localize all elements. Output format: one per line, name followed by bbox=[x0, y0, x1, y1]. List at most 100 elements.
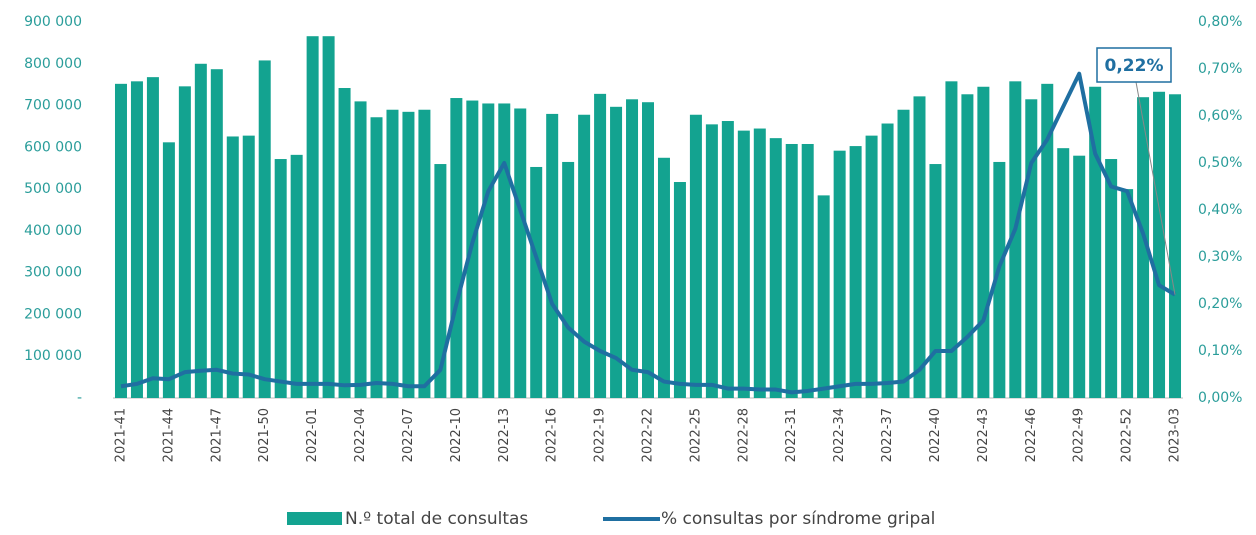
bar bbox=[977, 86, 990, 398]
x-tick-label: 2021-44 bbox=[161, 408, 176, 462]
bar bbox=[530, 166, 543, 398]
legend-swatch bbox=[287, 512, 342, 525]
x-tick-label: 2021-41 bbox=[113, 408, 128, 462]
bar bbox=[769, 138, 782, 399]
bar bbox=[210, 69, 223, 398]
bar bbox=[929, 164, 942, 398]
legend-label: % consultas por síndrome gripal bbox=[661, 509, 935, 529]
y-tick-label: 400 000 bbox=[24, 223, 82, 239]
bar bbox=[482, 103, 495, 398]
bar bbox=[274, 159, 287, 398]
y2-tick-label: 0,60% bbox=[1198, 108, 1242, 124]
bar bbox=[1025, 99, 1038, 399]
y2-tick-label: 0,40% bbox=[1198, 202, 1242, 218]
x-tick-label: 2022-28 bbox=[736, 408, 751, 462]
bar bbox=[961, 94, 974, 398]
bar bbox=[1105, 159, 1118, 398]
bar bbox=[130, 81, 143, 398]
x-tick-label: 2023-03 bbox=[1168, 408, 1183, 462]
bar bbox=[562, 161, 575, 398]
bar bbox=[801, 143, 814, 398]
y2-tick-label: 0,00% bbox=[1198, 390, 1242, 406]
bar bbox=[817, 195, 830, 398]
bar bbox=[833, 150, 846, 398]
y-tick-label: 100 000 bbox=[24, 348, 82, 364]
bar bbox=[338, 88, 351, 399]
bar bbox=[290, 154, 303, 398]
x-tick-label: 2022-10 bbox=[449, 408, 464, 462]
bar bbox=[162, 142, 175, 398]
bar bbox=[546, 113, 559, 399]
bar bbox=[434, 164, 447, 398]
x-tick-label: 2022-43 bbox=[976, 408, 991, 462]
bar bbox=[450, 98, 463, 398]
y-tick-label: 900 000 bbox=[24, 14, 82, 30]
x-tick-label: 2022-49 bbox=[1072, 408, 1087, 462]
y2-tick-label: 0,20% bbox=[1198, 296, 1242, 312]
y-tick-label: - bbox=[77, 390, 82, 406]
bar bbox=[1137, 97, 1150, 398]
x-tick-label: 2021-47 bbox=[209, 408, 224, 462]
x-tick-label: 2022-40 bbox=[928, 408, 943, 462]
bar bbox=[242, 135, 255, 398]
bar bbox=[226, 136, 239, 398]
bar bbox=[849, 146, 862, 398]
bar bbox=[945, 81, 958, 398]
x-tick-label: 2022-01 bbox=[305, 408, 320, 462]
bar bbox=[1073, 155, 1086, 398]
x-tick-label: 2022-25 bbox=[688, 408, 703, 462]
annotation: 0,22% bbox=[1105, 56, 1164, 76]
y-tick-label: 300 000 bbox=[24, 265, 82, 281]
y2-tick-label: 0,70% bbox=[1198, 61, 1242, 77]
bar bbox=[610, 106, 623, 398]
x-tick-label: 2022-19 bbox=[593, 408, 608, 462]
bar bbox=[673, 182, 686, 398]
y-tick-label: 600 000 bbox=[24, 139, 82, 155]
bar bbox=[114, 83, 127, 398]
bar bbox=[737, 130, 750, 398]
bar bbox=[578, 114, 591, 398]
bar bbox=[146, 77, 159, 398]
x-tick-label: 2022-22 bbox=[641, 408, 656, 462]
y2-tick-label: 0,10% bbox=[1198, 343, 1242, 359]
bar bbox=[657, 157, 670, 398]
bar bbox=[386, 109, 399, 398]
bar bbox=[626, 99, 639, 399]
x-tick-label: 2022-13 bbox=[497, 408, 512, 462]
y-tick-label: 200 000 bbox=[24, 306, 82, 322]
bar bbox=[865, 135, 878, 398]
bar bbox=[194, 63, 207, 399]
bar bbox=[881, 123, 894, 399]
x-tick-label: 2021-50 bbox=[257, 408, 272, 462]
x-tick-label: 2022-52 bbox=[1120, 408, 1135, 462]
bar bbox=[721, 121, 734, 398]
bar bbox=[897, 109, 910, 398]
bar bbox=[1153, 91, 1166, 398]
x-tick-label: 2022-34 bbox=[832, 408, 847, 462]
bar bbox=[1169, 94, 1182, 398]
y-tick-label: 500 000 bbox=[24, 181, 82, 197]
annotation-box bbox=[1096, 47, 1172, 83]
x-tick-label: 2022-04 bbox=[353, 408, 368, 462]
bar bbox=[354, 101, 367, 398]
bar bbox=[594, 93, 607, 398]
bar bbox=[642, 102, 654, 399]
x-tick-label: 2022-31 bbox=[784, 408, 799, 462]
bar bbox=[258, 60, 271, 399]
bar bbox=[705, 124, 718, 398]
line bbox=[120, 71, 1177, 395]
y-tick-label: 700 000 bbox=[24, 98, 82, 114]
bar bbox=[178, 86, 191, 399]
y-tick-label: 800 000 bbox=[24, 56, 82, 72]
y2-tick-label: 0,30% bbox=[1198, 249, 1242, 265]
bar bbox=[993, 161, 1006, 398]
bar bbox=[1009, 81, 1022, 398]
y2-tick-label: 0,50% bbox=[1198, 155, 1242, 171]
bar bbox=[1041, 83, 1054, 398]
x-tick-label: 2022-07 bbox=[401, 408, 416, 462]
bar bbox=[306, 36, 319, 399]
bar bbox=[1121, 189, 1134, 398]
bar bbox=[1089, 86, 1102, 398]
annotation-leader bbox=[1135, 81, 1176, 295]
